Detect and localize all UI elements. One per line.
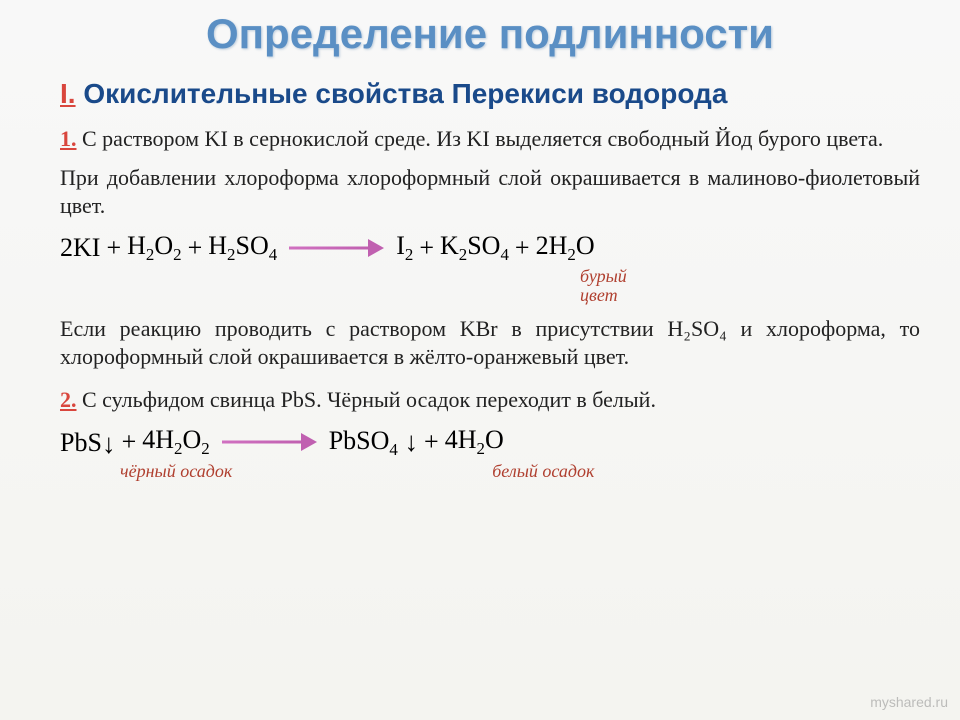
paragraph-1a: 1. С раствором KI в сернокислой среде. И…	[60, 125, 920, 154]
annotation-brown: бурыйцвет	[580, 267, 920, 305]
eq2-rhs1: PbSO4 ↓	[329, 425, 418, 460]
annotation-white: белый осадок	[492, 462, 594, 481]
eq1-rhs1: I2	[396, 231, 413, 265]
eq1-lhs2: H2O2	[127, 231, 181, 265]
eq1-rhs3: 2H2O	[536, 231, 595, 265]
item-number-1: 1.	[60, 126, 77, 151]
eq2-lhs2: 4H2O2	[142, 425, 209, 459]
plus: +	[122, 427, 137, 457]
eq1-lhs1: 2KI	[60, 233, 100, 263]
eq1-rhs2: K2SO4	[440, 231, 509, 265]
precipitate-down-icon: ↓	[102, 429, 116, 460]
plus: +	[106, 233, 121, 263]
eq2-lhs1: PbS↓	[60, 427, 116, 458]
slide-content: Определение подлинности I. Окислительные…	[0, 0, 960, 720]
equation-1: 2KI + H2O2 + H2SO4 I2 + K2SO4 + 2H2O	[60, 231, 920, 265]
watermark: myshared.ru	[870, 694, 948, 710]
eq1-lhs3: H2SO4	[208, 231, 277, 265]
plus: +	[424, 427, 439, 457]
plus: +	[515, 233, 530, 263]
annotation-black: чёрный осадок	[120, 462, 232, 481]
plus: +	[419, 233, 434, 263]
roman-numeral: I.	[60, 78, 76, 109]
plus: +	[188, 233, 203, 263]
section-heading: I. Окислительные свойства Перекиси водор…	[60, 78, 920, 110]
paragraph-1b: При добавлении хлороформа хлороформный с…	[60, 164, 920, 221]
eq2-rhs2: 4H2O	[445, 425, 504, 459]
heading-text: Окислительные свойства Перекиси водорода	[76, 78, 728, 109]
reaction-arrow-icon	[222, 431, 317, 453]
slide-title: Определение подлинности	[60, 10, 920, 58]
precipitate-down-icon: ↓	[404, 427, 418, 458]
equation-2: PbS↓ + 4H2O2 PbSO4 ↓ + 4H2O	[60, 425, 920, 460]
reaction-arrow-icon	[289, 237, 384, 259]
para3-text: С сульфидом свинца PbS. Чёрный осадок пе…	[77, 387, 656, 412]
para1-text1: С раствором KI в сернокислой среде. Из K…	[77, 126, 884, 151]
paragraph-3: 2. С сульфидом свинца PbS. Чёрный осадок…	[60, 386, 920, 415]
item-number-2: 2.	[60, 387, 77, 412]
annotation-row-2: чёрный осадок белый осадок	[120, 462, 920, 481]
paragraph-2: Если реакцию проводить с раствором KBr в…	[60, 315, 920, 372]
